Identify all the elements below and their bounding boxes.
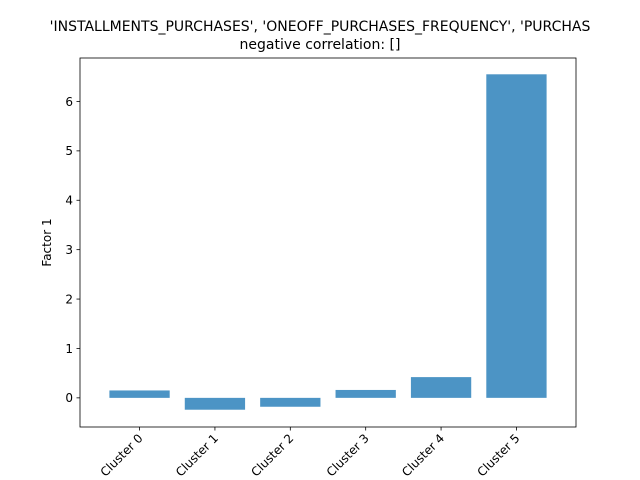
y-tick-label: 5: [65, 144, 73, 158]
bar-cluster-2: [260, 397, 321, 407]
x-axis: Cluster 0 Cluster 1 Cluster 2 Cluster 3 Clus…: [98, 427, 523, 479]
x-tick-label: Cluster 0: [98, 431, 146, 479]
plot-frame: [79, 57, 577, 428]
x-tick-label: Cluster 3: [324, 431, 372, 479]
y-tick-label: 6: [65, 95, 73, 109]
chart-title-line-1: 'INSTALLMENTS_PURCHASES', 'ONEOFF_PURCHA…: [50, 19, 591, 35]
x-tick-label: Cluster 1: [173, 431, 221, 479]
bar-series: [109, 74, 547, 410]
y-axis-label: Factor 1: [40, 218, 54, 266]
y-tick-label: 3: [65, 243, 73, 257]
chart-title: 'INSTALLMENTS_PURCHASES', 'ONEOFF_PURCHA…: [50, 19, 591, 53]
x-tick-label: Cluster 2: [248, 431, 296, 479]
x-tick-label: Cluster 4: [399, 431, 447, 479]
y-axis: 0 1 2 3 4 5 6: [65, 95, 80, 405]
x-tick-label: Cluster 5: [474, 431, 522, 479]
chart-title-line-2: negative correlation: []: [240, 37, 401, 53]
bar-cluster-0: [109, 390, 170, 398]
bar-cluster-3: [335, 389, 396, 398]
y-tick-label: 1: [65, 342, 73, 356]
bar-cluster-1: [184, 397, 246, 410]
y-tick-label: 4: [65, 194, 73, 208]
y-tick-label: 2: [65, 292, 73, 306]
bar-cluster-5: [486, 74, 547, 398]
bar-cluster-4: [410, 377, 472, 398]
y-tick-label: 0: [65, 391, 73, 405]
